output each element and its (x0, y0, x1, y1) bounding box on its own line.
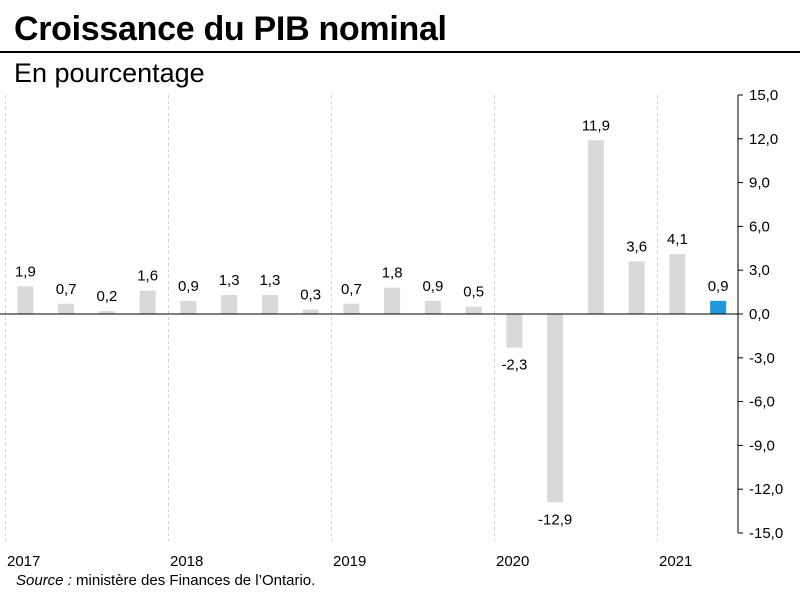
y-tick-label: -15,0 (749, 525, 783, 542)
bar-value-label: 0,9 (708, 278, 729, 295)
chart-title: Croissance du PIB nominal (14, 10, 447, 48)
bar-value-label: 11,9 (582, 117, 610, 134)
bar (221, 295, 238, 314)
bar (261, 295, 278, 314)
bar (424, 300, 441, 314)
bar (628, 261, 645, 314)
bars (17, 140, 727, 503)
bar-value-label: 0,9 (422, 278, 443, 295)
y-tick-label: 3,0 (749, 262, 770, 279)
bar-value-label: 1,3 (219, 272, 240, 289)
year-gridlines (5, 95, 658, 541)
bar-value-label: 1,9 (15, 263, 36, 280)
bar (669, 254, 686, 314)
y-tick-label: 15,0 (749, 87, 778, 104)
y-tick-label: 12,0 (749, 131, 778, 148)
y-tick-label: 6,0 (749, 218, 770, 235)
bar (587, 140, 604, 314)
bar-value-label: 0,7 (56, 281, 77, 298)
source-note: Source : ministère des Finances de l’Ont… (16, 572, 315, 589)
y-tick-label: 0,0 (749, 306, 770, 323)
bar (302, 309, 319, 314)
y-tick-label: -6,0 (749, 394, 775, 411)
bar-value-label: 1,6 (137, 268, 158, 285)
year-label-2017: 2017 (7, 553, 40, 570)
bar-value-label: 0,9 (178, 278, 199, 295)
title-rule (0, 51, 800, 53)
bar-value-label: 3,6 (626, 238, 647, 255)
bar-value-label: -2,3 (501, 357, 527, 374)
year-label-2021: 2021 (659, 553, 692, 570)
bar-value-label: 0,2 (96, 288, 117, 305)
bar (139, 290, 156, 314)
bar-value-label: 1,3 (259, 272, 280, 289)
bar (17, 286, 34, 314)
bar-value-label: 0,3 (300, 287, 321, 304)
y-tick-label: -9,0 (749, 437, 775, 454)
year-label-2019: 2019 (333, 553, 366, 570)
y-tick-label: -12,0 (749, 481, 783, 498)
chart-subtitle: En pourcentage (14, 58, 205, 88)
year-label-2020: 2020 (496, 553, 529, 570)
y-tick-label: 9,0 (749, 175, 770, 192)
y-axis: 15,0 12,0 9,0 6,0 3,0 0,0 -3,0 -6,0 -9,0 -12,0 -15… (737, 87, 783, 542)
bar (547, 314, 564, 503)
bar (343, 303, 360, 314)
bar (465, 306, 482, 314)
x-axis-year-labels: 2017 2018 2019 2020 2021 (7, 553, 692, 570)
bar (506, 314, 523, 348)
bar (180, 300, 197, 314)
bar (384, 287, 401, 314)
bar (98, 311, 115, 314)
source-text: ministère des Finances de l’Ontario. (71, 572, 316, 589)
bar-value-label: 0,5 (463, 284, 484, 301)
y-tick-label: -3,0 (749, 350, 775, 367)
bar-value-label: -12,9 (538, 511, 572, 528)
bar-value-label: 1,8 (382, 265, 403, 282)
bar-value-labels: 1,9 0,7 0,2 1,6 0,9 1,3 1,3 0,3 0,7 1,8 0,9 0,5 -2,3… (15, 117, 729, 528)
bar-value-label: 4,1 (667, 231, 688, 248)
source-label: Source : (16, 572, 72, 589)
year-label-2018: 2018 (170, 553, 203, 570)
bar (58, 303, 75, 314)
bar (710, 300, 727, 314)
bar-value-label: 0,7 (341, 281, 362, 298)
